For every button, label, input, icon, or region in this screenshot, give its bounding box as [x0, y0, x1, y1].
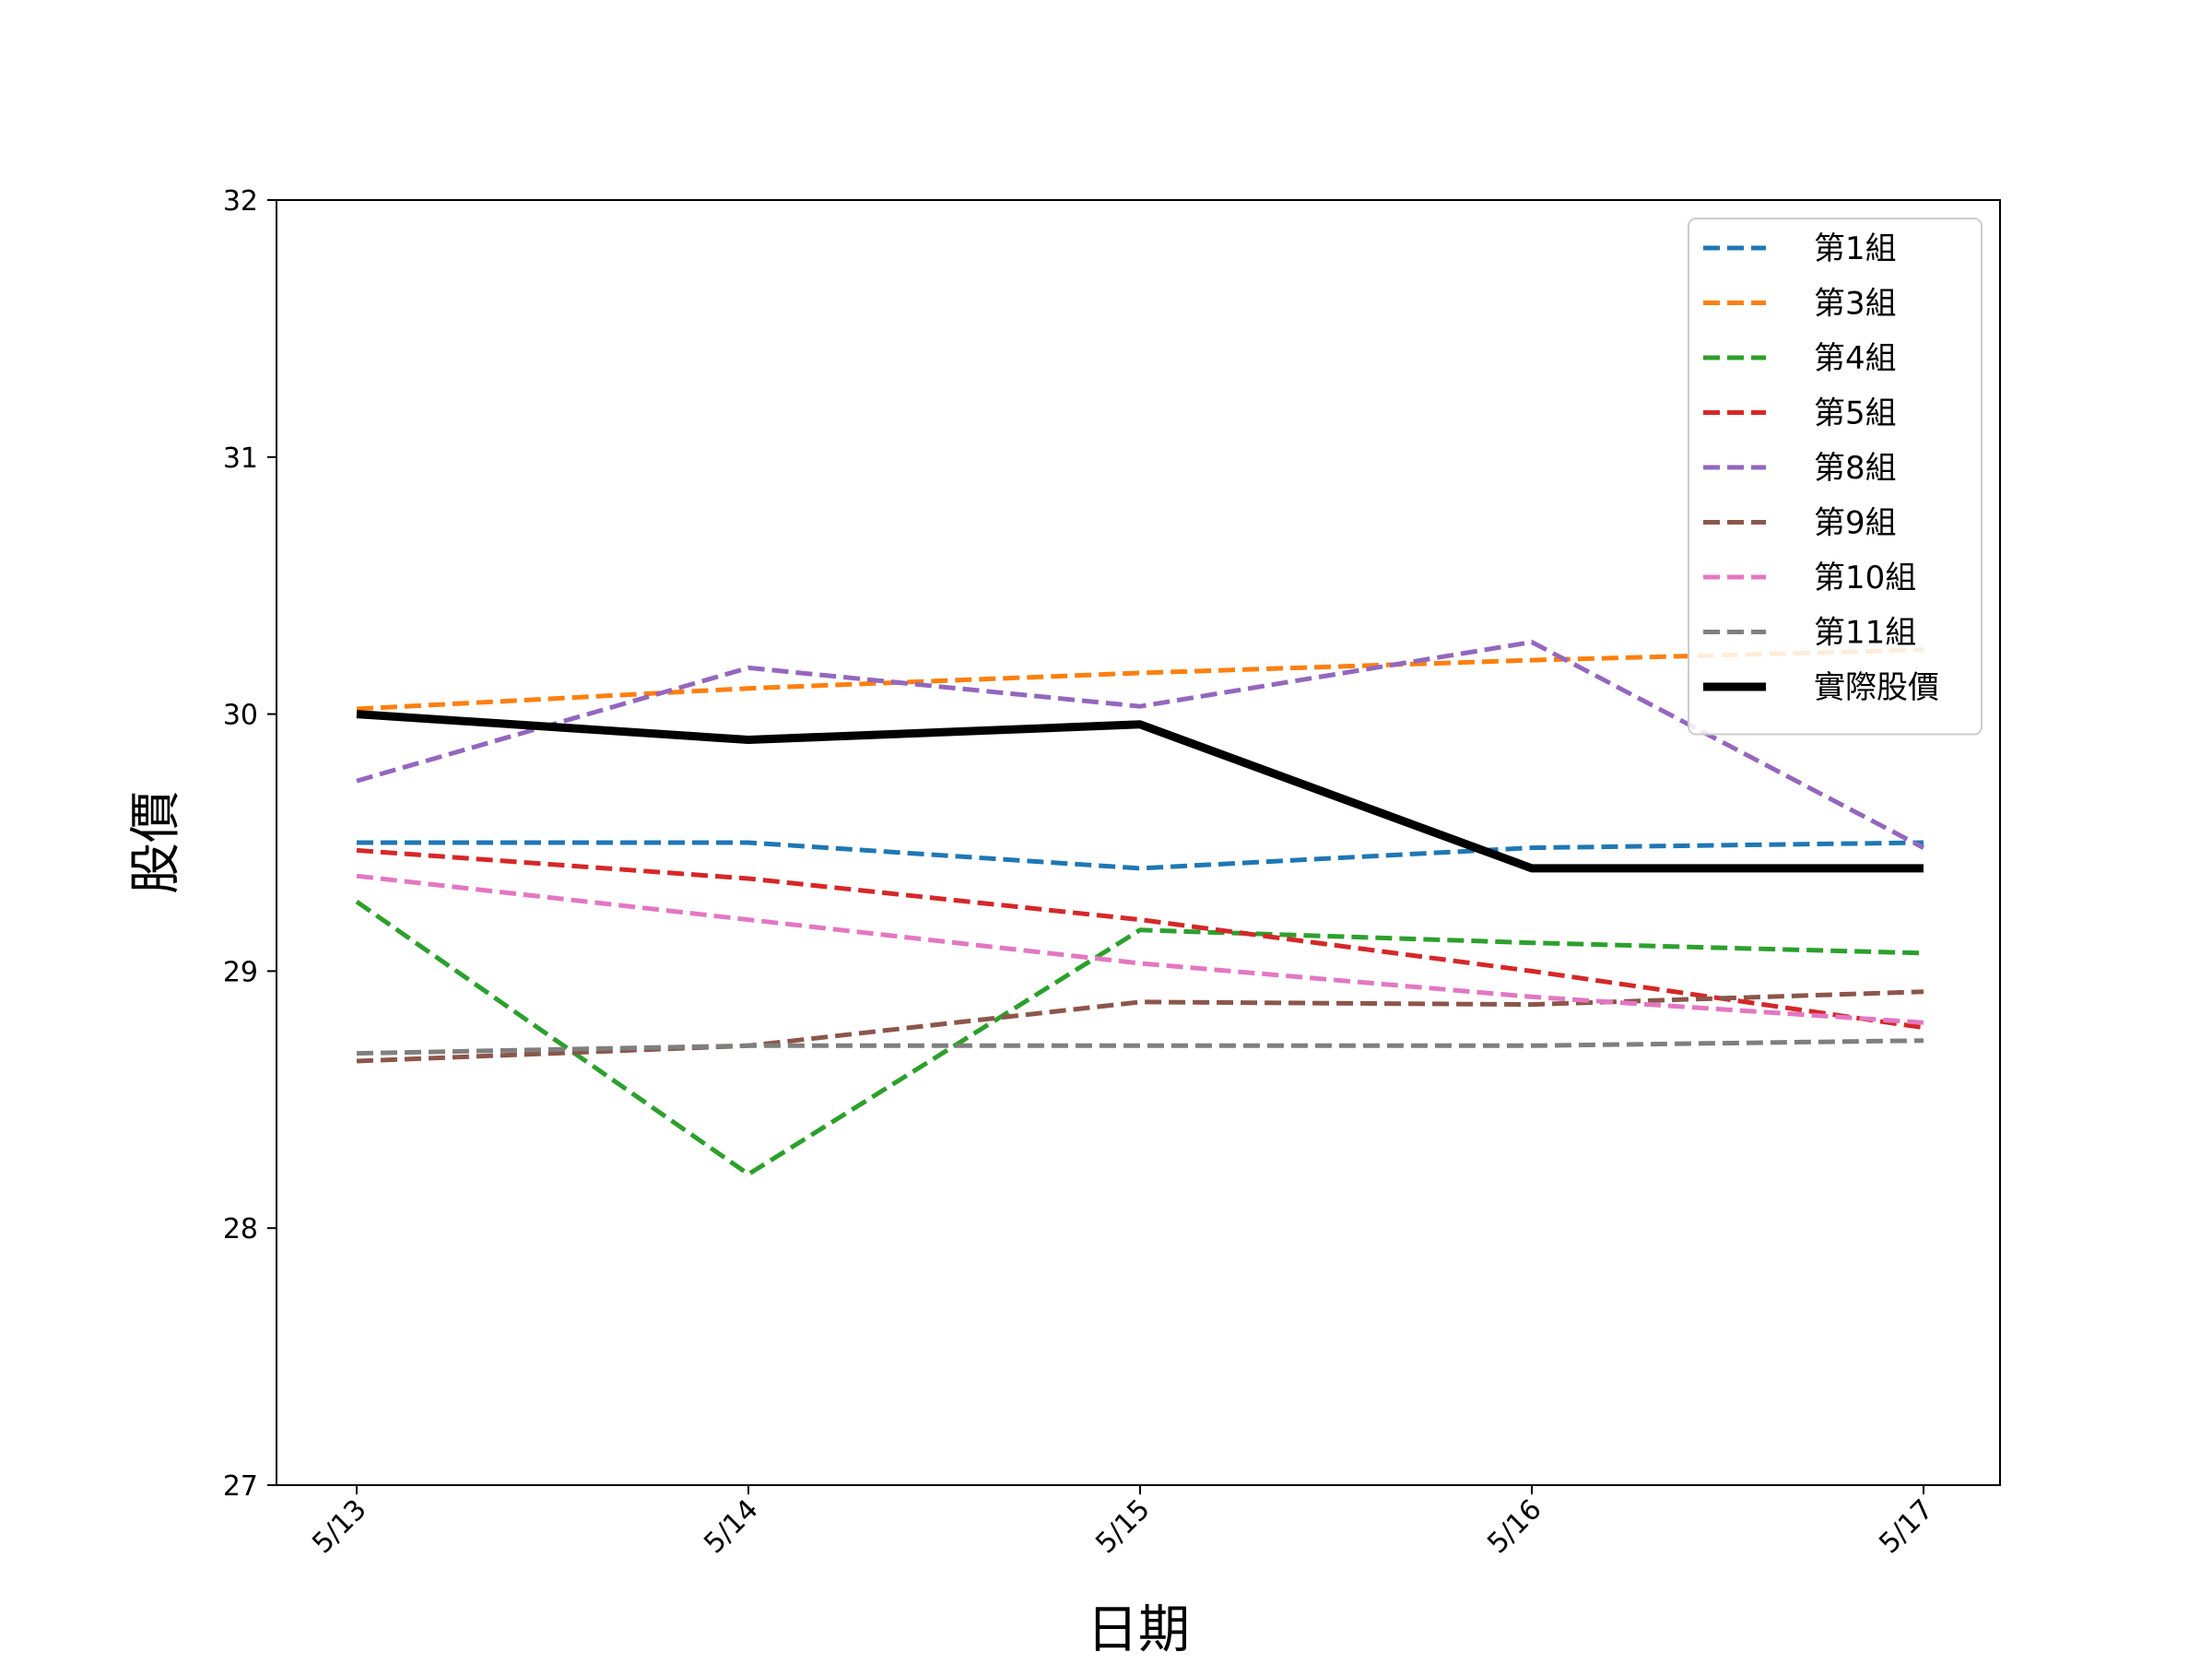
- series-line: [355, 900, 1924, 1177]
- y-tick-label: 32: [223, 185, 258, 218]
- x-tick-label: 5/17: [1873, 1493, 1939, 1560]
- y-axis-title: 股價: [126, 791, 186, 894]
- legend-label: 第4組: [1814, 340, 1897, 377]
- x-tick-label: 5/16: [1481, 1493, 1547, 1560]
- legend-box: [1688, 218, 1983, 736]
- series-line: [356, 647, 1924, 712]
- y-axis: 27 28 29 30 31 32: [223, 185, 276, 1503]
- y-tick-label: 29: [223, 956, 258, 988]
- y-tick-label: 31: [223, 443, 258, 475]
- legend-label: 第8組: [1814, 450, 1897, 487]
- x-axis: 5/13 5/14 5/15 5/16 5/17: [306, 1485, 1940, 1560]
- series-line: [357, 840, 1924, 871]
- x-tick-label: 5/13: [306, 1493, 372, 1560]
- series-line: [356, 989, 1924, 1064]
- legend-label: 第5組: [1814, 395, 1897, 432]
- x-tick-label: 5/14: [698, 1493, 764, 1560]
- y-tick-label: 30: [223, 700, 258, 732]
- plot-frame: [276, 199, 2001, 1486]
- legend-label: 第11組: [1814, 615, 1916, 652]
- series-line: [356, 640, 1925, 850]
- legend-label: 實際股價: [1814, 669, 1939, 706]
- legend-label: 第1組: [1814, 230, 1897, 267]
- y-tick-label: 27: [223, 1470, 258, 1503]
- series-line: [356, 710, 1924, 873]
- series-lines: [355, 640, 1925, 1177]
- legend-label: 第10組: [1814, 560, 1916, 596]
- series-line: [356, 1038, 1924, 1056]
- x-tick-label: 5/15: [1089, 1493, 1156, 1560]
- x-axis-title: 日期: [1087, 1600, 1190, 1659]
- y-tick-label: 28: [223, 1213, 258, 1245]
- legend-label: 第9組: [1814, 505, 1897, 542]
- legend-label: 第3組: [1814, 286, 1897, 323]
